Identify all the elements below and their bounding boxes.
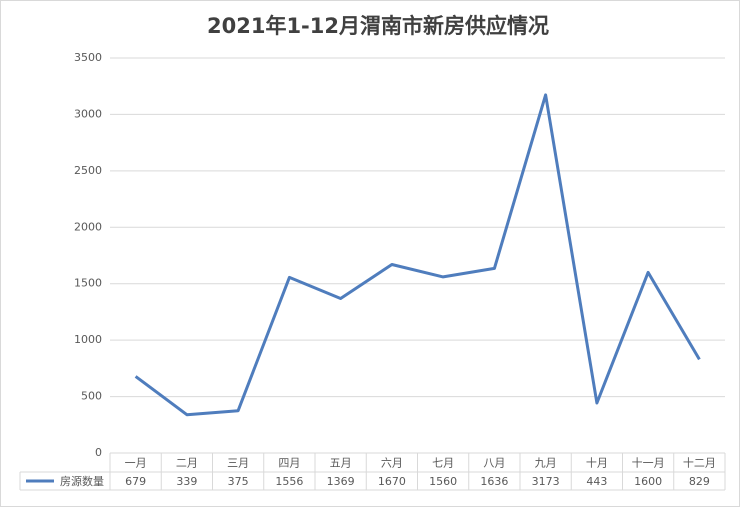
y-tick-label: 2500 (74, 164, 102, 177)
table-value: 3173 (532, 475, 560, 488)
x-tick-label: 九月 (535, 457, 557, 470)
x-tick-label: 五月 (330, 457, 352, 470)
y-tick-label: 1000 (74, 333, 102, 346)
x-tick-label: 十月 (586, 456, 608, 470)
table-value: 829 (689, 475, 710, 488)
x-tick-label: 十二月 (683, 456, 716, 470)
x-tick-label: 八月 (483, 457, 505, 470)
x-tick-label: 六月 (381, 457, 403, 470)
legend-label: 房源数量 (60, 474, 104, 488)
table-value: 1369 (327, 475, 355, 488)
table-value: 1600 (634, 475, 662, 488)
table-value: 339 (176, 475, 197, 488)
table-value: 1636 (480, 475, 508, 488)
y-tick-label: 500 (81, 390, 102, 403)
table-value: 375 (228, 475, 249, 488)
y-tick-label: 3500 (74, 51, 102, 64)
y-tick-label: 2000 (74, 220, 102, 233)
x-tick-label: 四月 (278, 457, 300, 470)
x-tick-label: 三月 (227, 457, 249, 470)
table-value: 1560 (429, 475, 457, 488)
y-tick-label: 3000 (74, 107, 102, 120)
table-value: 1670 (378, 475, 406, 488)
line-series (134, 93, 701, 417)
y-tick-label: 1500 (74, 277, 102, 290)
table-value: 443 (586, 475, 607, 488)
table-value: 679 (125, 475, 146, 488)
x-tick-label: 一月 (125, 457, 147, 470)
x-tick-label: 七月 (432, 457, 454, 470)
table-value: 1556 (275, 475, 303, 488)
x-tick-label: 十一月 (632, 456, 665, 470)
y-tick-label: 0 (95, 446, 102, 459)
x-tick-label: 二月 (176, 457, 198, 470)
chart-title: 2021年1-12月渭南市新房供应情况 (207, 14, 549, 38)
